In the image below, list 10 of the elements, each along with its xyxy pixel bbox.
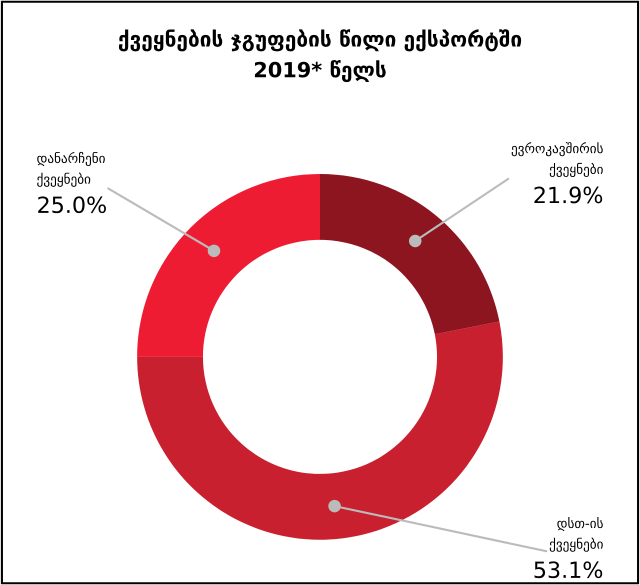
slice-label: დანარჩენი ქვეყნები (37, 152, 105, 187)
data-label: 53.1% (534, 561, 602, 578)
data-label: 21.9% (534, 186, 602, 204)
donut-slice (320, 174, 500, 334)
slice-label: ევროკავშირის ქვეყნები (512, 142, 603, 178)
donut-slice (137, 174, 320, 357)
data-label: 25.0% (38, 196, 106, 214)
chart-title: ქვეყნების ჯგუფების წილი ექსპორტში 2019* წელს (118, 29, 522, 82)
slice-label: დსთ-ის ქვეყნები (550, 517, 603, 552)
donut-slice (137, 321, 503, 540)
